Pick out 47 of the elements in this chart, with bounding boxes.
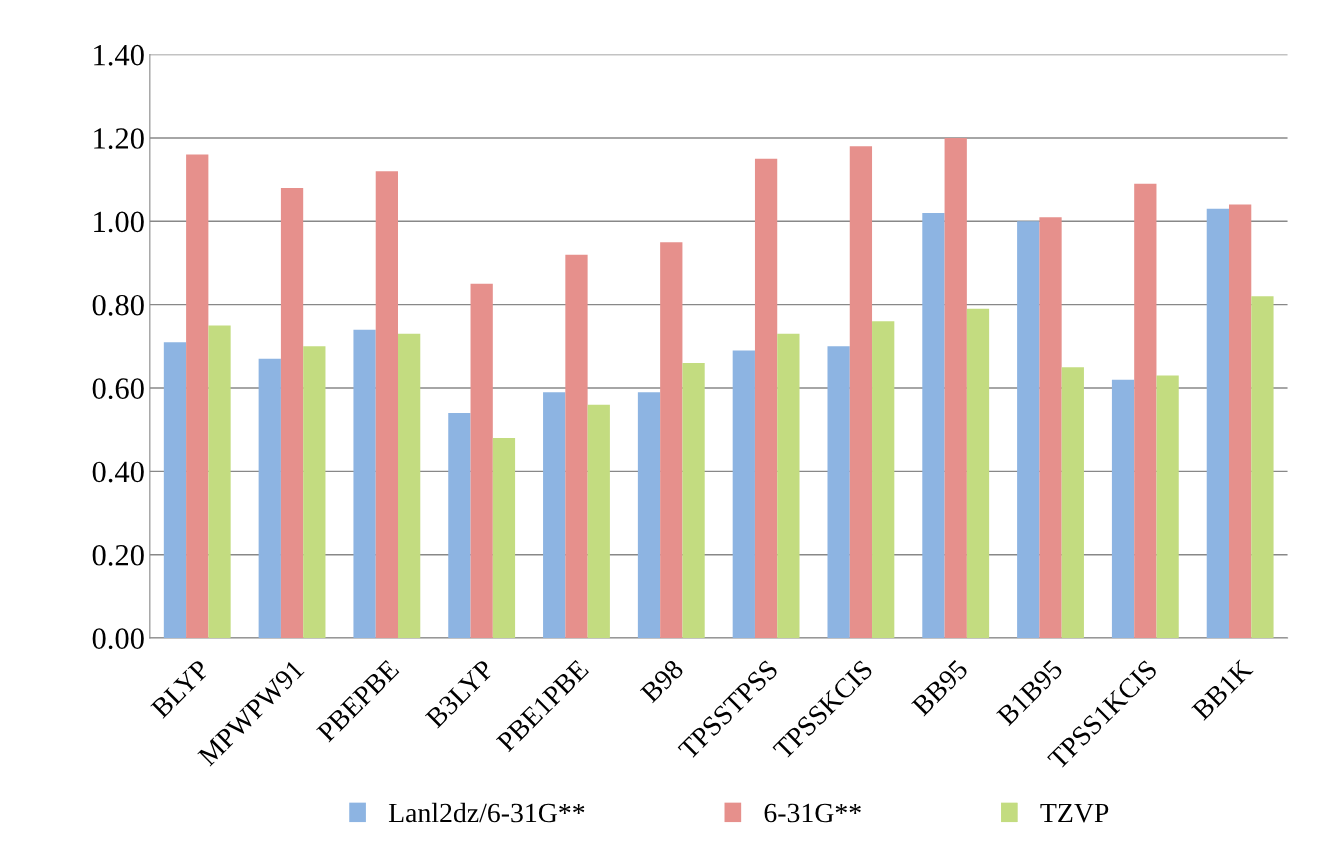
bar — [470, 283, 493, 639]
bar — [1229, 204, 1252, 639]
bar — [682, 362, 705, 639]
y-tick-label: 1.00 — [94, 211, 144, 233]
y-tick-label: 0.80 — [92, 294, 144, 316]
bar — [280, 187, 304, 639]
y-tick-label: 0.00 — [92, 628, 144, 650]
bar — [1111, 379, 1135, 639]
bar — [492, 438, 516, 639]
bar — [1134, 183, 1157, 639]
y-tick-label: 1.40 — [94, 44, 144, 66]
bar — [637, 392, 661, 639]
bar — [1039, 217, 1062, 639]
bar — [303, 346, 326, 639]
bar — [1206, 208, 1229, 639]
bar — [827, 346, 850, 639]
bar — [754, 158, 778, 639]
bar — [1061, 367, 1084, 639]
bar — [258, 358, 281, 639]
bar — [1251, 296, 1274, 639]
legend-label: Lanl2dz/6-31G** — [388, 802, 585, 823]
bar — [565, 254, 588, 639]
bar — [849, 146, 873, 639]
bar — [186, 154, 209, 639]
legend-label: TZVP — [1040, 803, 1109, 823]
bar — [398, 333, 421, 639]
bar — [208, 325, 231, 639]
bar — [1156, 375, 1179, 639]
y-tick-label: 0.40 — [92, 461, 144, 483]
bar — [966, 308, 990, 639]
bar — [660, 242, 683, 639]
y-tick-label: 0.20 — [92, 544, 144, 566]
bar — [732, 350, 755, 639]
bar — [163, 342, 187, 639]
legend-label: 6-31G** — [764, 803, 861, 823]
bar — [922, 212, 945, 639]
y-tick-label: 1.20 — [94, 128, 144, 149]
bar — [587, 404, 610, 639]
bar — [448, 413, 471, 639]
bar — [375, 171, 398, 639]
bar — [777, 333, 800, 639]
bar — [543, 392, 566, 639]
bar — [872, 321, 895, 639]
bar — [944, 137, 967, 639]
bar — [353, 329, 376, 639]
y-tick-label: 0.60 — [92, 378, 144, 400]
bar — [1017, 221, 1040, 639]
